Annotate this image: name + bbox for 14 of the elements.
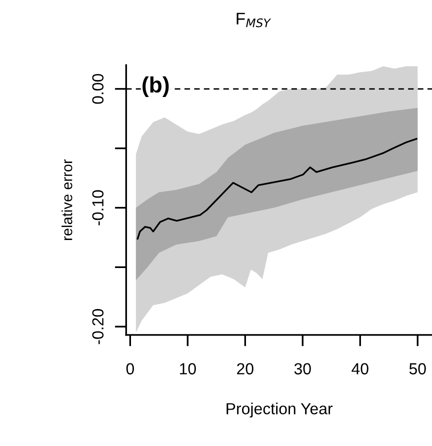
x-tick-label: 0 (126, 363, 134, 374)
x-tick-label: 40 (352, 363, 368, 374)
y-tick-label: 0.00 (92, 74, 104, 104)
x-tick-label: 20 (237, 363, 254, 374)
x-tick-label: 30 (294, 363, 311, 374)
y-tick-label: -0.20 (92, 309, 104, 344)
line-series (136, 138, 418, 240)
x-tick-label: 10 (180, 363, 196, 374)
annotation: (b) (142, 76, 169, 98)
y-axis-title: relative error (62, 159, 72, 240)
y-tick-label: -0.10 (92, 190, 104, 226)
x-tick-label: 50 (409, 363, 426, 374)
x-axis-title: Projection Year (226, 402, 333, 418)
chart-title: F$_{MSY}$ (236, 12, 272, 28)
